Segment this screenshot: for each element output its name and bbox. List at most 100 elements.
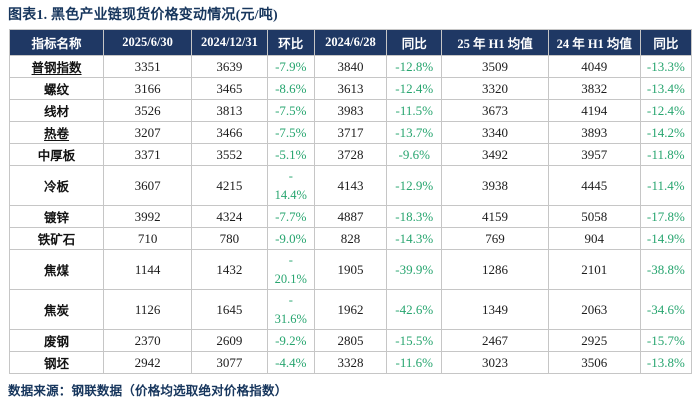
price-value: 3077	[191, 351, 268, 374]
indicator-name: 焦煤	[8, 249, 105, 290]
column-header-3: 环比	[266, 29, 315, 56]
change-value: -9.2%	[266, 329, 315, 352]
price-value: 3613	[313, 77, 388, 100]
price-value: 4887	[313, 205, 388, 228]
column-header-2: 2024/12/31	[191, 29, 268, 56]
price-value: 3526	[103, 99, 193, 122]
change-value: -12.4%	[639, 99, 693, 122]
indicator-name: 线材	[8, 99, 105, 122]
price-value: 1144	[103, 249, 193, 290]
price-value: 780	[191, 227, 268, 250]
price-value: 3673	[441, 99, 549, 122]
indicator-link[interactable]: 热卷	[8, 121, 105, 144]
indicator-name: 钢坯	[8, 351, 105, 374]
column-header-8: 同比	[639, 29, 693, 56]
price-value: 3639	[191, 55, 268, 78]
price-value: 3207	[103, 121, 193, 144]
price-value: 1126	[103, 289, 193, 330]
price-value: 3506	[547, 351, 641, 374]
price-value: 2925	[547, 329, 641, 352]
change-value: -7.5%	[266, 121, 315, 144]
column-header-7: 24 年 H1 均值	[547, 29, 641, 56]
indicator-name: 镀锌	[8, 205, 105, 228]
change-value: -15.7%	[639, 329, 693, 352]
price-value: 3607	[103, 165, 193, 206]
price-value: 4324	[191, 205, 268, 228]
price-value: 769	[441, 227, 549, 250]
price-value: 4194	[547, 99, 641, 122]
table-row: 普钢指数 3351 3639 -7.9% 3840 -12.8% 3509 4049 -13.3…	[8, 55, 693, 78]
table-row: 中厚板 3371 3552 -5.1% 3728 -9.6% 3492 3957 -11.8%	[8, 143, 693, 166]
change-value: -11.6%	[386, 351, 443, 374]
price-value: 3992	[103, 205, 193, 228]
indicator-name: 铁矿石	[8, 227, 105, 250]
change-value: -8.6%	[266, 77, 315, 100]
column-header-5: 同比	[386, 29, 443, 56]
change-value: -13.4%	[639, 77, 693, 100]
change-value: -13.7%	[386, 121, 443, 144]
change-value: -14.2%	[639, 121, 693, 144]
change-value: -38.8%	[639, 249, 693, 290]
table-row: 焦炭 1126 1645- 31.6% 1962 -42.6% 1349 2063 -34.6…	[8, 289, 693, 330]
price-value: 3840	[313, 55, 388, 78]
table-row: 热卷 3207 3466 -7.5% 3717 -13.7% 3340 3893 -14.2%	[8, 121, 693, 144]
price-value: 4215	[191, 165, 268, 206]
price-value: 904	[547, 227, 641, 250]
price-value: 5058	[547, 205, 641, 228]
change-value: -13.3%	[639, 55, 693, 78]
indicator-name: 螺纹	[8, 77, 105, 100]
price-value: 2370	[103, 329, 193, 352]
indicator-name: 中厚板	[8, 143, 105, 166]
column-header-4: 2024/6/28	[313, 29, 388, 56]
price-value: 4049	[547, 55, 641, 78]
header-row: 指标名称 2025/6/30 2024/12/31 环比 2024/6/28 同比 25 年…	[8, 29, 693, 56]
change-value: -17.8%	[639, 205, 693, 228]
change-value: - 31.6%	[266, 289, 315, 330]
indicator-link[interactable]: 普钢指数	[8, 55, 105, 78]
table-row: 镀锌 3992 4324 -7.7% 4887 -18.3% 4159 5058 -17.8%	[8, 205, 693, 228]
price-value: 3320	[441, 77, 549, 100]
price-value: 3717	[313, 121, 388, 144]
price-value: 2942	[103, 351, 193, 374]
change-value: -14.9%	[639, 227, 693, 250]
change-value: -34.6%	[639, 289, 693, 330]
change-value: -12.8%	[386, 55, 443, 78]
change-value: -12.9%	[386, 165, 443, 206]
table-row: 铁矿石 710 780 -9.0% 828 -14.3% 769 904 -14.9%	[8, 227, 693, 250]
price-value: 3509	[441, 55, 549, 78]
price-value: 3492	[441, 143, 549, 166]
price-value: 3023	[441, 351, 549, 374]
indicator-name: 焦炭	[8, 289, 105, 330]
price-value: 2063	[547, 289, 641, 330]
price-value: 710	[103, 227, 193, 250]
change-value: -11.5%	[386, 99, 443, 122]
price-value: 1905	[313, 249, 388, 290]
price-value: 2101	[547, 249, 641, 290]
data-source: 数据来源：钢联数据（价格均选取绝对价格指数）	[8, 384, 288, 398]
table-row: 冷板 3607 4215- 14.4% 4143 -12.9% 3938 4445 -11.4…	[8, 165, 693, 206]
price-value: 828	[313, 227, 388, 250]
table-row: 螺纹 3166 3465 -8.6% 3613 -12.4% 3320 3832 -13.4%	[8, 77, 693, 100]
change-value: -7.7%	[266, 205, 315, 228]
change-value: -39.9%	[386, 249, 443, 290]
price-value: 1349	[441, 289, 549, 330]
indicator-name: 冷板	[8, 165, 105, 206]
column-header-6: 25 年 H1 均值	[441, 29, 549, 56]
page-title: 图表1. 黑色产业链现货价格变动情况(元/吨)	[8, 8, 278, 23]
price-value: 4445	[547, 165, 641, 206]
table-row: 钢坯 2942 3077 -4.4% 3328 -11.6% 3023 3506 -13.8%	[8, 351, 693, 374]
change-value: -9.6%	[386, 143, 443, 166]
change-value: -18.3%	[386, 205, 443, 228]
price-value: 3340	[441, 121, 549, 144]
column-header-1: 2025/6/30	[103, 29, 193, 56]
change-value: - 20.1%	[266, 249, 315, 290]
change-value: -15.5%	[386, 329, 443, 352]
table-row: 废钢 2370 2609 -9.2% 2805 -15.5% 2467 2925 -15.7%	[8, 329, 693, 352]
change-value: -7.9%	[266, 55, 315, 78]
price-value: 3832	[547, 77, 641, 100]
column-header-0: 指标名称	[8, 29, 105, 56]
table-body: 普钢指数 3351 3639 -7.9% 3840 -12.8% 3509 4049 -13.3…	[8, 55, 693, 374]
price-value: 3938	[441, 165, 549, 206]
price-value: 1286	[441, 249, 549, 290]
price-value: 1645	[191, 289, 268, 330]
